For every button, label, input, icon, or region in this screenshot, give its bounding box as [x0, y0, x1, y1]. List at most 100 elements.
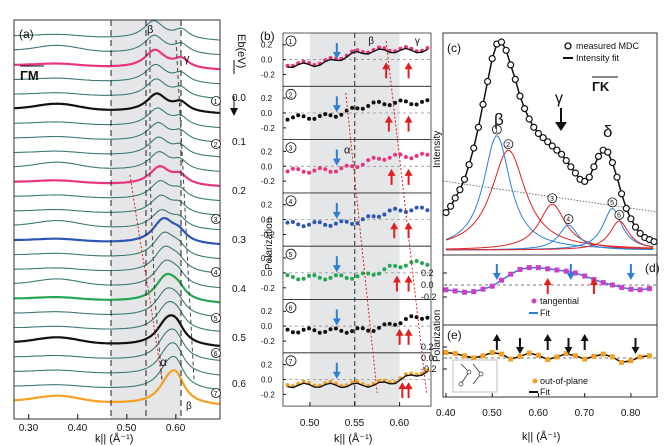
panel-a-curve-c2 [13, 92, 221, 115]
panel-d-data-point [628, 286, 634, 292]
panel-b-data-point [382, 322, 387, 327]
panel-b-y-tick-label: 0.2 [261, 307, 273, 316]
panel-b-data-point [339, 166, 344, 171]
panel-b-y-tick-label: -0.2 [261, 390, 275, 399]
panel-b-row-marker-label: 5 [289, 252, 293, 259]
panel-c-data-point [511, 75, 519, 84]
panel-b-data-point [290, 220, 295, 224]
panel-d-arrow-head [543, 278, 552, 285]
panel-b-data-point [366, 328, 371, 333]
panel-a-band-label-gamma: γ [184, 53, 190, 65]
panel-b-data-point [414, 259, 419, 263]
panel-b-data-point [387, 263, 392, 268]
panel-b-data-point [393, 322, 398, 327]
panel-a-direction-label: ΓM [20, 68, 39, 83]
panel-b-arrow-red-head [404, 382, 413, 390]
panel-e-x-tick-label: 0.50 [482, 408, 502, 419]
panel-c-data-point [613, 173, 621, 181]
panel-b-x-tick-label: 0.55 [345, 418, 365, 429]
panel-c-peak-label-delta: δ [603, 122, 612, 141]
panel-a-curve-marker-label: 4 [214, 270, 218, 277]
panel-b-data-point [398, 321, 403, 326]
panel-a-curve [14, 107, 221, 129]
panel-b-y-tick-label: -0.2 [261, 284, 275, 293]
panel-b-data-point [387, 208, 392, 213]
panel-d-data-point [619, 284, 625, 290]
panel-c-data-point [585, 173, 593, 181]
panel-c-legend-fit: Intensity fit [576, 53, 620, 63]
panel-b-row-marker [285, 88, 297, 100]
panel-a-energy-arrow-head [230, 108, 238, 116]
panel-b-y-tick-label: 0.0 [261, 322, 273, 331]
panel-a-curve [13, 34, 221, 56]
panel-b-data-point [307, 116, 311, 121]
panel-d-arrow-head [566, 273, 575, 280]
panel-e-arrow-head [515, 347, 524, 354]
panel-b-arrow-red-head [390, 222, 399, 230]
panel-b-y-tick-label: 0.2 [261, 361, 273, 370]
panel-e-frame [442, 324, 658, 398]
panel-a-band-label-alpha: α [160, 355, 167, 369]
panel-a-curve [13, 287, 221, 318]
panel-b-data-point [344, 330, 349, 335]
panel-b-data-point [393, 206, 398, 211]
panel-a-curve-marker [211, 96, 221, 106]
panel-b-data-point [285, 117, 290, 122]
panel-a-curve [14, 245, 221, 274]
panel-d-legend-marker-tangential [531, 298, 537, 304]
panel-b-data-point [301, 224, 306, 229]
panel-c-data-point [530, 123, 538, 131]
panel-b-arrow-red-head [404, 328, 413, 336]
panel-e-data-point [462, 353, 467, 359]
panel-b-y-tick-label: -0.2 [261, 230, 275, 239]
panel-b-y-tick-label: 0.0 [261, 56, 273, 65]
panel-c-component-marker [607, 197, 618, 208]
panel-b-data-point [366, 158, 371, 163]
panel-a-curve [14, 194, 221, 216]
panel-b-y-tick-label: 0.2 [261, 147, 273, 156]
panel-b-data-point [371, 100, 376, 105]
panel-b-data-point [317, 330, 322, 335]
panel-c-data-point [520, 104, 529, 113]
panel-c-component-1 [445, 135, 654, 250]
panel-a-x-tick-label: 0.60 [166, 423, 186, 434]
panel-d-legend-tangential: tangential [540, 296, 579, 306]
panel-b-data-point [344, 163, 349, 168]
panel-b-data-point [312, 220, 317, 225]
panel-c-data-point [484, 77, 492, 86]
panel-b-arrow-blue-head [332, 265, 341, 273]
panel-c-component-marker [491, 124, 502, 135]
panel-b-data-point [301, 379, 306, 384]
panel-b-data-point [403, 155, 408, 159]
panel-e-x-tick-label: 0.40 [436, 408, 456, 419]
panel-b-data-point [420, 205, 424, 210]
panel-d-data-point [600, 280, 606, 286]
panel-a-energy-tick-label: 0.3 [232, 235, 246, 246]
panel-b-data-point [296, 113, 301, 118]
panel-b-arrow-red-head [404, 168, 413, 176]
panel-b-data-point [414, 154, 419, 158]
panel-a-curve-marker [211, 348, 221, 358]
panel-b-data-point [296, 222, 301, 227]
panel-b-y-tick-label: 0.0 [261, 216, 273, 225]
panel-c-data-point [465, 161, 473, 169]
panel-c-data-point [608, 159, 617, 167]
panel-b-data-point [296, 330, 301, 335]
panel-e-data-point [535, 352, 541, 358]
panel-b-arrow-red-head [382, 62, 391, 70]
panel-a-x-tick-label: 0.40 [68, 423, 88, 434]
panel-b-arrow-red-head [398, 382, 407, 390]
panel-b-data-point [355, 165, 360, 170]
panel-b-y-tick-label: 0.0 [261, 269, 273, 278]
panel-c-data-point [567, 163, 575, 171]
panel-c-data-point [525, 115, 533, 123]
panel-b-data-point [425, 208, 430, 213]
panel-b-data-point [328, 327, 333, 332]
panel-e-data-point [452, 351, 458, 357]
panel-c-data-point [451, 194, 459, 202]
panel-d-data-point [517, 266, 523, 272]
panel-b-data-point [393, 152, 398, 157]
panel-d-arrows [492, 264, 635, 294]
panel-b-data-point [377, 156, 381, 161]
panel-b-y-tick-label: 0.0 [261, 162, 273, 171]
